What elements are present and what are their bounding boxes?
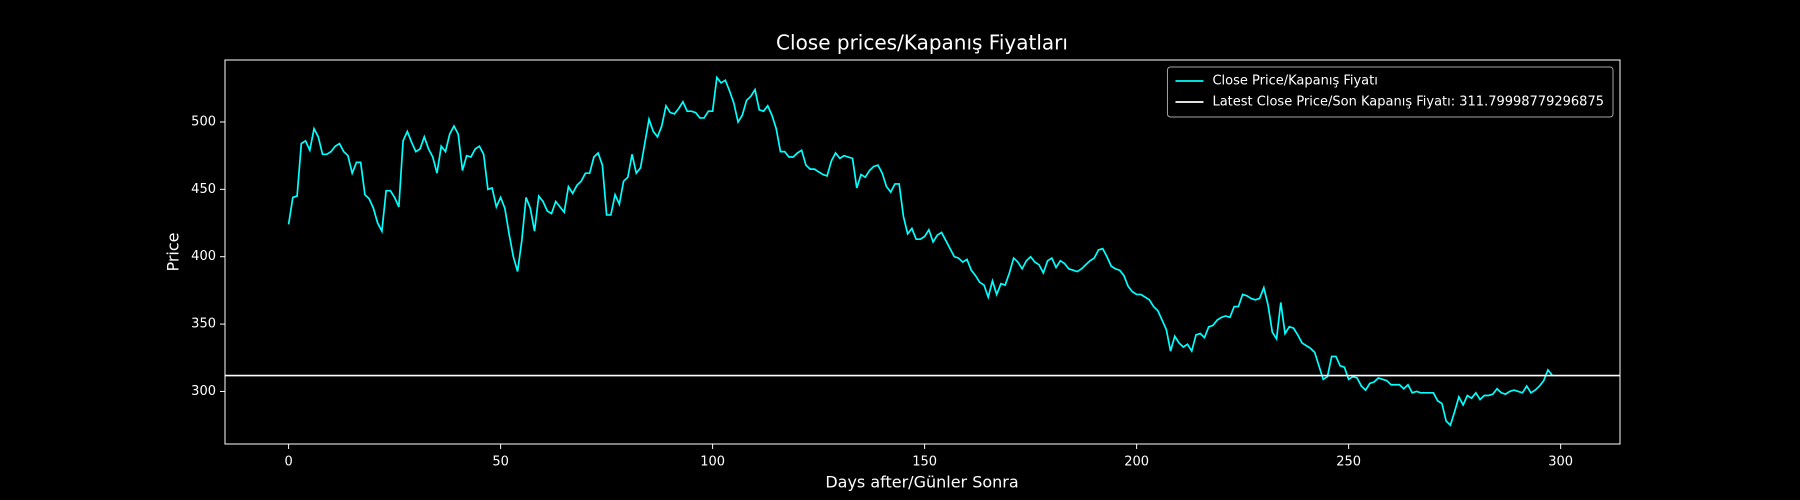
plot-area xyxy=(224,59,1621,445)
legend-box xyxy=(1166,66,1614,118)
y-tick-label: 400 xyxy=(191,249,216,264)
y-tick-label: 450 xyxy=(191,182,216,197)
price-line xyxy=(287,75,1553,427)
x-axis-label: Days after/Günler Sonra xyxy=(825,473,1018,492)
x-tick-label: 200 xyxy=(1124,455,1149,470)
y-tick-label: 300 xyxy=(191,384,216,399)
x-tick-label: 250 xyxy=(1336,455,1361,470)
legend-label: Close Price/Kapanış Fiyatı xyxy=(1212,74,1377,89)
x-tick-label: 150 xyxy=(912,455,937,470)
y-axis-label: Price xyxy=(164,232,183,271)
chart-title: Close prices/Kapanış Fiyatları xyxy=(776,31,1068,55)
y-tick-label: 500 xyxy=(191,114,216,129)
x-tick-label: 50 xyxy=(492,455,509,470)
y-tick-label: 350 xyxy=(191,317,216,332)
x-tick-label: 300 xyxy=(1548,455,1573,470)
x-tick-label: 0 xyxy=(284,455,292,470)
legend-label: Latest Close Price/Son Kapanış Fiyatı: 3… xyxy=(1212,95,1604,110)
x-tick-label: 100 xyxy=(700,455,725,470)
